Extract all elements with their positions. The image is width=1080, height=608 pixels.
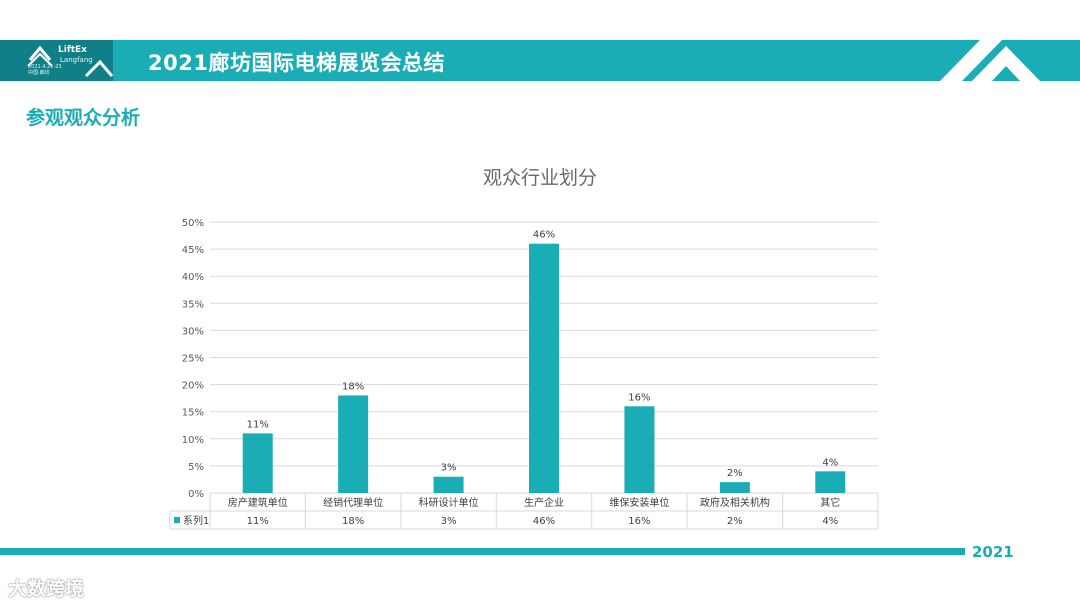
table-cell: 46% (533, 516, 555, 527)
table-cell: 16% (628, 516, 650, 527)
y-tick-label: 25% (182, 354, 204, 365)
header-triangle-icon (940, 40, 1040, 81)
bar (529, 243, 559, 493)
y-tick-label: 50% (182, 218, 204, 229)
data-label: 3% (441, 463, 457, 474)
header-bar (0, 40, 1080, 81)
x-tick-label: 房产建筑单位 (228, 496, 288, 509)
table-cell: 2% (727, 516, 743, 527)
section-title: 参观观众分析 (26, 107, 141, 129)
x-tick-label: 维保安装单位 (609, 496, 669, 509)
table-cell: 4% (822, 516, 838, 527)
footer-year: 2021 (972, 543, 1014, 561)
table-cell: 18% (342, 516, 364, 527)
data-label: 4% (822, 457, 838, 468)
data-label: 16% (628, 392, 650, 403)
x-tick-label: 经销代理单位 (323, 496, 383, 509)
data-label: 46% (533, 230, 555, 241)
legend-label: 系列1 (183, 514, 209, 527)
y-tick-label: 0% (188, 489, 204, 500)
y-tick-label: 10% (182, 435, 204, 446)
y-tick-label: 35% (182, 299, 204, 310)
bar (338, 395, 369, 493)
logo-date: 2021.4.21-23 中国·廊坊 (28, 64, 62, 76)
data-label: 11% (247, 419, 269, 430)
data-label: 18% (342, 381, 364, 392)
bar (242, 433, 273, 493)
x-tick-label: 其它 (820, 496, 840, 509)
bar (815, 471, 846, 493)
y-tick-label: 30% (182, 326, 204, 337)
y-tick-label: 15% (182, 408, 204, 419)
y-tick-label: 40% (182, 272, 204, 283)
table-cell: 11% (247, 516, 269, 527)
logo-text: LiftEx (58, 45, 87, 55)
legend-swatch (174, 517, 180, 523)
chart-title: 观众行业划分 (482, 167, 597, 189)
y-tick-label: 5% (188, 462, 204, 473)
x-tick-label: 科研设计单位 (419, 496, 479, 509)
data-label: 2% (727, 468, 743, 479)
bar (433, 476, 464, 493)
y-tick-label: 45% (182, 245, 204, 256)
watermark: 大数跨境 (8, 578, 85, 600)
x-tick-label: 生产企业 (524, 496, 564, 509)
logo-subtext: Langfang (60, 56, 93, 64)
bar (719, 482, 750, 493)
logo-mark-icon (27, 45, 114, 78)
logo (0, 40, 114, 81)
y-tick-label: 20% (182, 381, 204, 392)
table-cell: 3% (441, 516, 457, 527)
bar (624, 406, 655, 493)
footer-bar (0, 548, 965, 555)
page-title: 2021廊坊国际电梯展览会总结 (148, 51, 445, 75)
x-tick-label: 政府及相关机构 (700, 496, 770, 509)
